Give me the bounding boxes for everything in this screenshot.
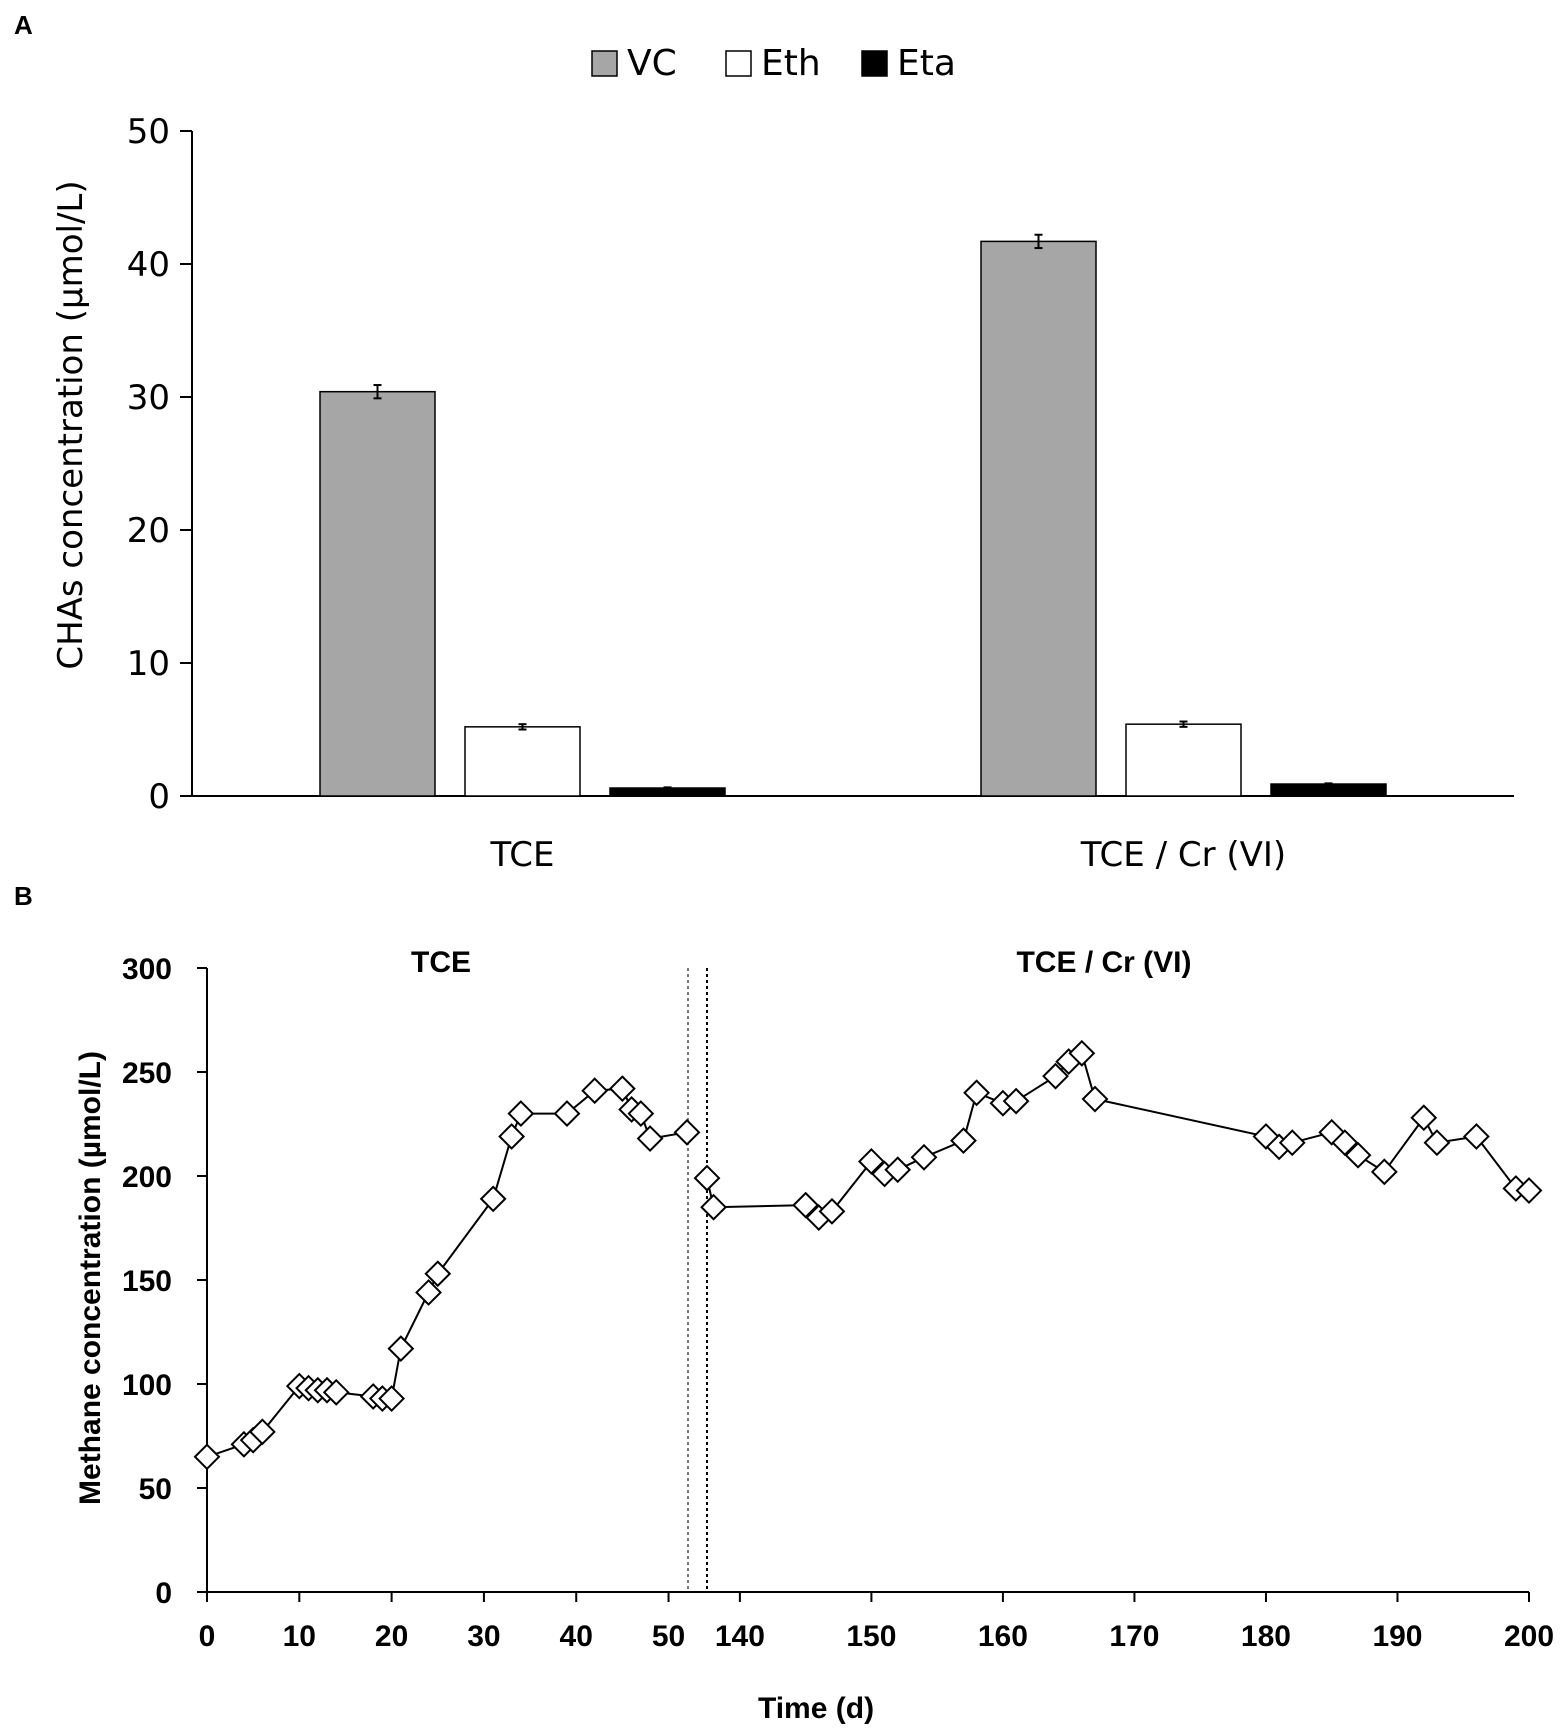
y-tick-label-b: 200 bbox=[122, 1161, 172, 1194]
x-tick-label-b: 0 bbox=[199, 1620, 216, 1653]
data-point bbox=[322, 1378, 350, 1406]
x-axis-label-b: Time (d) bbox=[758, 1692, 874, 1725]
data-point bbox=[608, 1075, 636, 1103]
bar-eth bbox=[1125, 723, 1242, 797]
data-point bbox=[1278, 1129, 1306, 1157]
data-point bbox=[818, 1197, 846, 1225]
data-point bbox=[1410, 1104, 1438, 1132]
y-tick-label-b: 100 bbox=[122, 1369, 172, 1402]
data-point bbox=[884, 1156, 912, 1184]
data-point bbox=[1462, 1123, 1490, 1150]
x-tick-label-b: 20 bbox=[375, 1620, 408, 1653]
x-tick-label-b: 40 bbox=[560, 1620, 593, 1653]
legend-label-eth: Eth bbox=[761, 43, 821, 84]
data-point bbox=[1370, 1158, 1398, 1186]
segment-label: TCE / Cr (VI) bbox=[1016, 946, 1191, 979]
data-point bbox=[415, 1279, 442, 1306]
data-point bbox=[193, 1443, 221, 1471]
data-point bbox=[581, 1077, 609, 1105]
bar-vc bbox=[319, 390, 436, 797]
y-tick-label-b: 300 bbox=[122, 953, 172, 986]
data-point bbox=[857, 1148, 885, 1175]
y-tick-label-b: 50 bbox=[139, 1473, 172, 1506]
x-tick-label-b: 180 bbox=[1241, 1620, 1291, 1653]
legend-swatch-vc bbox=[591, 50, 618, 77]
data-point bbox=[378, 1385, 406, 1412]
data-point bbox=[479, 1185, 507, 1213]
x-category-label-a: TCE / Cr (VI) bbox=[1080, 835, 1286, 875]
data-point bbox=[507, 1100, 535, 1128]
x-tick-label-b: 170 bbox=[1109, 1620, 1159, 1653]
data-point bbox=[1515, 1177, 1543, 1204]
data-point bbox=[950, 1127, 977, 1155]
data-point bbox=[636, 1125, 664, 1152]
segment-label: TCE bbox=[411, 946, 471, 979]
x-tick-label-b: 150 bbox=[846, 1620, 896, 1653]
panel-a-letter: A bbox=[14, 10, 33, 40]
data-point bbox=[1331, 1129, 1359, 1157]
bar-eta bbox=[1270, 783, 1387, 797]
y-tick-label-a: 50 bbox=[127, 112, 170, 152]
bar-vc bbox=[980, 240, 1097, 797]
legend-a: VC Eth Eta bbox=[591, 43, 956, 84]
legend-label-eta: Eta bbox=[897, 43, 956, 84]
data-point bbox=[910, 1143, 938, 1171]
data-point bbox=[553, 1100, 581, 1128]
x-tick-label-b: 160 bbox=[978, 1620, 1028, 1653]
data-point bbox=[627, 1100, 655, 1128]
data-point bbox=[1081, 1085, 1109, 1113]
y-tick-label-a: 30 bbox=[127, 378, 170, 418]
legend-swatch-eta bbox=[861, 50, 888, 77]
series-line-tce-cr bbox=[706, 1051, 1530, 1219]
data-point bbox=[387, 1335, 415, 1363]
panel-b-letter: B bbox=[14, 881, 33, 911]
data-point bbox=[424, 1260, 452, 1288]
bar-chart-a: 0 10 20 30 40 50 TCE TCE / Cr (VI) bbox=[127, 112, 1514, 875]
y-tick-label-a: 10 bbox=[127, 644, 170, 684]
legend-label-vc: VC bbox=[627, 43, 677, 84]
x-tick-label-b: 10 bbox=[283, 1620, 316, 1653]
y-axis-label-a: CHAs concentration (µmol/L) bbox=[51, 180, 91, 669]
x-category-label-a: TCE bbox=[490, 835, 555, 875]
y-tick-label-b: 250 bbox=[122, 1057, 172, 1090]
data-point bbox=[693, 1164, 721, 1192]
legend-swatch-eth bbox=[725, 50, 752, 77]
bar-eth bbox=[464, 726, 581, 797]
data-point bbox=[498, 1123, 526, 1150]
y-axis-label-b: Methane concentration (µmol/L) bbox=[74, 1051, 107, 1505]
y-tick-label-b: 0 bbox=[155, 1577, 172, 1610]
data-point bbox=[1344, 1141, 1372, 1169]
data-point bbox=[963, 1079, 991, 1107]
data-point bbox=[248, 1418, 276, 1446]
x-tick-label-b: 190 bbox=[1372, 1620, 1422, 1653]
data-point bbox=[700, 1193, 727, 1221]
x-tick-label-b: 30 bbox=[467, 1620, 500, 1653]
y-tick-label-a: 20 bbox=[127, 511, 170, 551]
y-tick-label-b: 150 bbox=[122, 1265, 172, 1298]
y-tick-label-a: 0 bbox=[148, 777, 170, 817]
line-chart-b: 0 50 100 150 200 250 300 TCE TCE / Cr (VI) 0 10 20 3… bbox=[122, 946, 1554, 1653]
data-point bbox=[1423, 1129, 1451, 1157]
data-point bbox=[1068, 1039, 1096, 1067]
data-point bbox=[1042, 1062, 1069, 1090]
data-point bbox=[792, 1191, 820, 1219]
data-point bbox=[673, 1118, 701, 1146]
x-tick-label-b: 50 bbox=[652, 1620, 685, 1653]
x-tick-label-b: 200 bbox=[1504, 1620, 1554, 1653]
y-tick-label-a: 40 bbox=[127, 245, 170, 285]
x-tick-label-b: 140 bbox=[715, 1620, 765, 1653]
data-point bbox=[1002, 1087, 1030, 1115]
